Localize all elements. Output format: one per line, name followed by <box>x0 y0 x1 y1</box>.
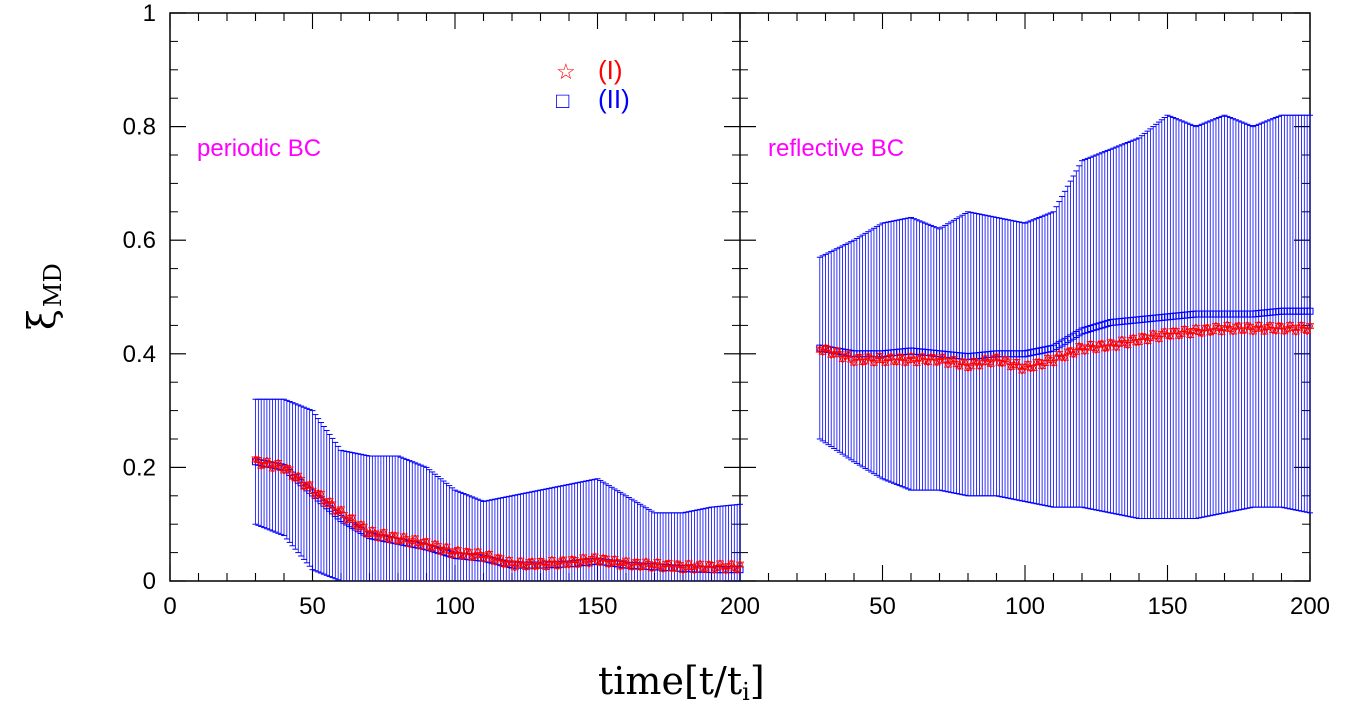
panel-label-right: reflective BC <box>768 135 904 162</box>
x-tick-labels: 0 50 100 150 200 50 100 150 200 <box>163 593 1330 620</box>
x-tick-label: 150 <box>1147 593 1187 620</box>
data-point-I <box>336 504 346 515</box>
data-point-I <box>296 475 306 485</box>
legend-square-icon: □ <box>556 88 569 113</box>
x-tick-label: 50 <box>299 593 326 620</box>
data-point-I <box>1305 321 1315 331</box>
data-point-I <box>359 521 368 532</box>
x-tick-label: 200 <box>720 593 760 620</box>
x-tick-label: 0 <box>163 593 176 620</box>
data-point-I <box>496 553 505 564</box>
data-point-I <box>422 536 431 547</box>
data-point-I <box>966 361 976 372</box>
y-tick-label: 1 <box>143 0 156 27</box>
x-axis-title: time[t/ti] <box>598 659 765 706</box>
data-point-I <box>1029 363 1038 373</box>
data-point-I <box>328 499 337 510</box>
y-tick-label: 0.6 <box>123 227 156 254</box>
legend-label-II: (II) <box>598 84 630 114</box>
legend-label-I: (I) <box>598 55 623 85</box>
data-point-I <box>285 464 294 475</box>
y-tick-label: 0.8 <box>123 114 156 141</box>
legend: ☆ (I) □ (II) <box>556 55 630 114</box>
data-point-I <box>992 351 1001 362</box>
x-tick-label: 50 <box>869 593 896 620</box>
data-point-I <box>305 479 314 490</box>
data-point-I <box>824 343 833 354</box>
data-point-I <box>1072 347 1081 357</box>
y-axis-title: ξMD <box>20 263 67 330</box>
x-tick-label: 200 <box>1290 593 1330 620</box>
data-point-I <box>485 549 494 559</box>
legend-star-icon: ☆ <box>556 59 576 84</box>
data-point-II <box>1306 307 1314 315</box>
error-bars <box>252 114 1313 581</box>
y-tick-label: 0.2 <box>123 454 156 481</box>
data-point-I <box>390 530 400 541</box>
panel-label-left: periodic BC <box>197 135 321 162</box>
data-points <box>251 307 1315 576</box>
data-point-I <box>348 512 357 523</box>
data-point-I <box>735 559 745 570</box>
y-tick-label: 0 <box>143 568 156 595</box>
x-tick-label: 100 <box>435 593 475 620</box>
x-tick-label: 150 <box>577 593 617 620</box>
y-tick-label: 0.4 <box>123 341 156 368</box>
data-point-I <box>254 455 263 465</box>
x-tick-label: 100 <box>1005 593 1045 620</box>
data-point-I <box>601 553 611 564</box>
y-tick-labels: 0 0.2 0.4 0.6 0.8 1 <box>123 0 156 595</box>
data-point-I <box>316 489 326 499</box>
data-point-I <box>1060 352 1070 363</box>
data-point-I <box>1134 337 1144 347</box>
data-point-I <box>960 357 970 368</box>
